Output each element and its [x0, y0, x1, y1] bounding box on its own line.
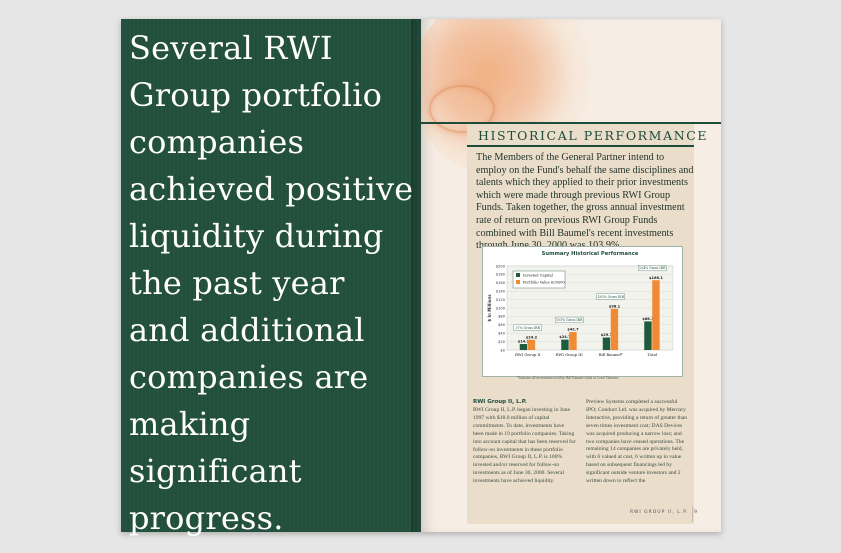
y-tick-label: $0: [500, 348, 505, 352]
irr-label: 104% Gross IRR: [639, 266, 666, 270]
y-tick-label: $180: [496, 273, 506, 277]
body-column-1: RWI Group II, L.P. RWI Group II, L.P. be…: [473, 399, 576, 486]
irr-label: 105% Gross IRR: [556, 318, 583, 322]
y-tick-label: $40: [498, 332, 506, 336]
x-tick-label: Bill Baumel*: [599, 352, 623, 357]
irr-label: 37% Gross IRR: [516, 326, 541, 330]
right-page: HISTORICAL PERFORMANCE The Members of th…: [421, 19, 721, 532]
y-tick-label: $60: [498, 323, 506, 327]
bar-value-label: $68.1: [642, 317, 654, 321]
legend-swatch: [516, 273, 520, 277]
x-tick-label: Total: [647, 352, 657, 357]
bar-value-label: $24.2: [526, 335, 538, 339]
y-tick-label: $80: [498, 315, 506, 319]
chart-title: Summary Historical Performance: [542, 251, 639, 257]
bar-value-label: $166.1: [649, 276, 663, 280]
irr-label: 183% Gross IRR: [598, 295, 625, 299]
intro-paragraph: The Members of the General Partner inten…: [476, 152, 694, 251]
irr-label-box: [555, 316, 584, 323]
brochure-spread: Several RWI Group portfolio companies achie…: [121, 19, 721, 537]
pull-quote: Several RWI Group portfolio companies achie…: [129, 25, 419, 542]
y-tick-label: $120: [496, 298, 506, 302]
y-tick-label: $200: [496, 264, 506, 268]
section-title-rule: [467, 145, 694, 147]
y-tick-label: $20: [498, 340, 506, 344]
legend-entry: Invested Capital: [523, 273, 554, 277]
y-tick-label: $100: [496, 306, 506, 310]
column-2-text: Preview Systems completed a successful I…: [586, 399, 688, 485]
bar-invested: [561, 339, 569, 350]
folio: RWI GROUP II, L.P. 9: [630, 510, 698, 515]
bar-value-label: $14.2: [518, 340, 530, 344]
y-tick-label: $160: [496, 281, 506, 285]
pull-quote-line: achieved positive: [129, 170, 414, 208]
body-column-2: Preview Systems completed a successful I…: [586, 399, 689, 486]
pull-quote-line: companies: [129, 123, 305, 161]
x-tick-label: RWI Group III: [556, 352, 584, 357]
folio-rule: [692, 506, 693, 522]
pull-quote-line: Several RWI: [129, 29, 333, 67]
irr-label-box: [638, 265, 667, 272]
bar-value-label: $98.1: [609, 304, 621, 308]
page-number: 9: [694, 510, 698, 515]
bar-invested: [644, 321, 652, 350]
bar-portfolio: [610, 308, 619, 350]
pull-quote-line: progress.: [129, 499, 284, 537]
pull-quote-line: liquidity during: [129, 217, 384, 255]
chart-legend: [512, 270, 566, 289]
folio-text: RWI GROUP II, L.P.: [630, 510, 689, 515]
pull-quote-line: making significant: [129, 405, 302, 490]
decorative-orb-ring: [429, 85, 495, 133]
chart-footnote: *Includes all investments held by Bill B…: [517, 376, 620, 380]
bar-portfolio: [652, 280, 660, 350]
header-rule: [421, 122, 721, 124]
column-1-text: RWI Group II, L.P. began investing in Ju…: [473, 407, 576, 485]
pull-quote-line: and additional: [129, 311, 365, 349]
legend-entry: Portfolio Value 6/30/00: [523, 280, 565, 284]
bar-invested: [519, 344, 528, 350]
bar-value-label: $29.7: [601, 333, 613, 337]
bar-portfolio: [569, 332, 577, 350]
pull-quote-line: Group portfolio: [129, 76, 383, 114]
section-title: HISTORICAL PERFORMANCE: [478, 128, 709, 143]
bar-value-label: $24.7: [559, 335, 571, 339]
bar-value-label: $42.7: [567, 328, 579, 332]
irr-label-box: [596, 293, 625, 300]
y-tick-label: $140: [496, 290, 506, 294]
chart-container: Summary Historical Performance $0 $20 $40 $6…: [482, 246, 683, 377]
legend-swatch: [516, 280, 520, 284]
summary-performance-chart: Summary Historical Performance $0 $20 $40 $6…: [487, 251, 674, 357]
pull-quote-line: the past year: [129, 264, 345, 302]
x-tick-label: RWI Group II: [515, 352, 541, 357]
column-heading: RWI Group II, L.P.: [473, 399, 527, 405]
pull-quote-line: companies are: [129, 358, 369, 396]
bar-invested: [602, 337, 611, 350]
irr-label-box: [513, 324, 542, 331]
bar-portfolio: [527, 339, 536, 350]
y-axis-label: $ In Millions: [487, 294, 492, 322]
left-page: Several RWI Group portfolio companies achie…: [121, 19, 421, 537]
